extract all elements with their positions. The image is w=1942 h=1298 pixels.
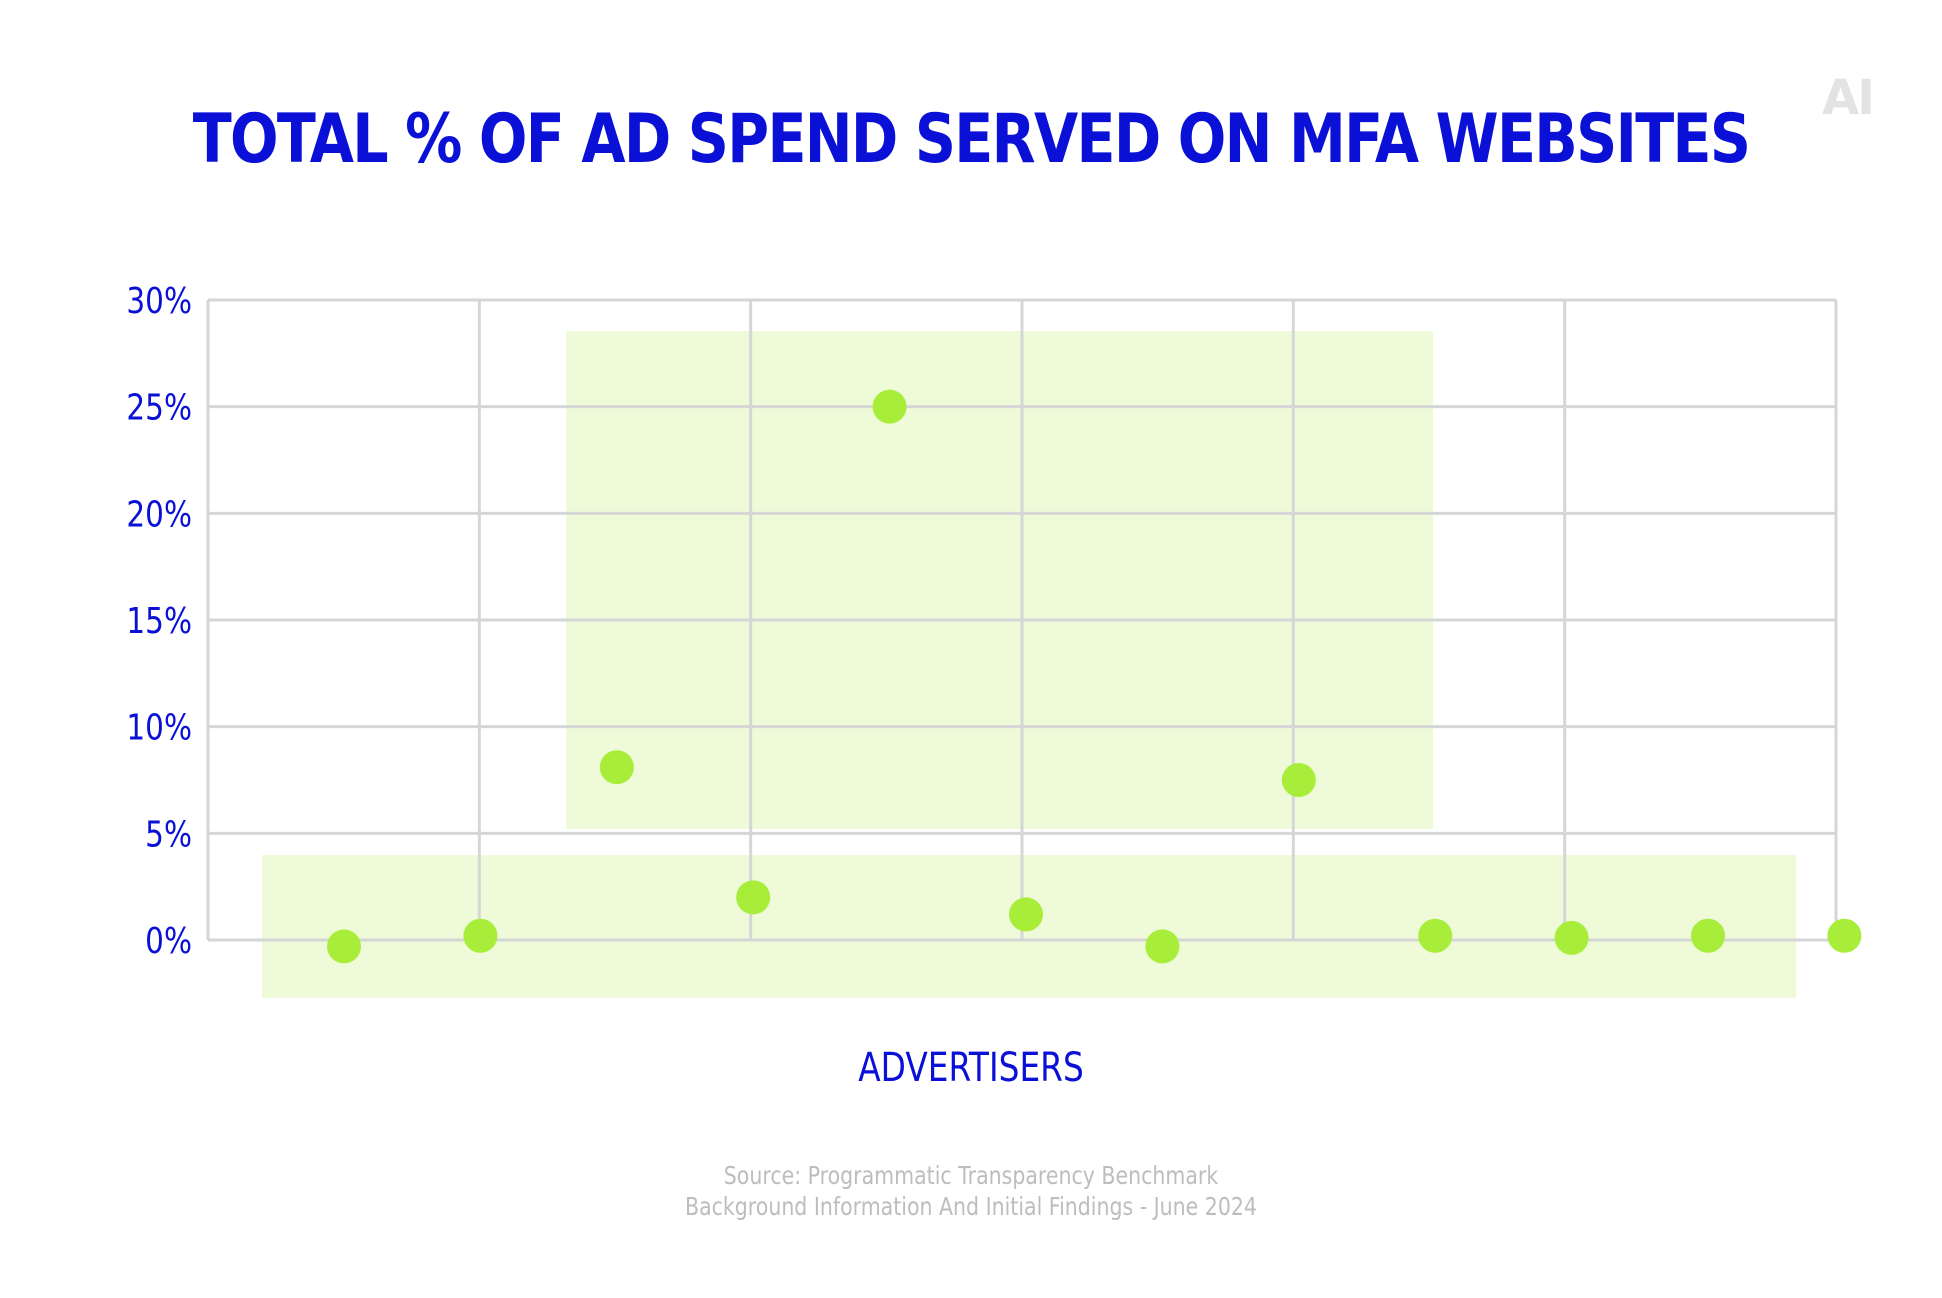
x-axis-label: ADVERTISERS bbox=[858, 1045, 1084, 1091]
brand-logo: AI bbox=[1822, 70, 1875, 126]
data-point bbox=[599, 750, 634, 785]
data-point bbox=[736, 880, 771, 915]
data-point bbox=[1145, 929, 1180, 964]
highlight-regions bbox=[262, 331, 1796, 998]
source-line-2: Background Information And Initial Findi… bbox=[685, 1192, 1257, 1221]
y-tick-label: 10% bbox=[126, 706, 192, 749]
data-point bbox=[1691, 918, 1725, 953]
data-point bbox=[327, 929, 361, 964]
y-tick-label: 20% bbox=[126, 492, 192, 535]
data-point bbox=[463, 918, 498, 953]
y-tick-label: 0% bbox=[145, 919, 192, 962]
highlight-high-spend bbox=[566, 331, 1433, 829]
data-point bbox=[1281, 763, 1316, 797]
data-point bbox=[872, 389, 907, 424]
y-tick-label: 5% bbox=[145, 812, 192, 855]
source-line-1: Source: Programmatic Transparency Benchm… bbox=[723, 1161, 1219, 1190]
grid-lines bbox=[206, 298, 1838, 942]
y-tick-label: 15% bbox=[126, 599, 192, 642]
y-tick-label: 25% bbox=[126, 386, 192, 429]
y-tick-label: 30% bbox=[126, 279, 192, 322]
data-point bbox=[1009, 897, 1043, 932]
data-point bbox=[1418, 918, 1453, 953]
data-point bbox=[1827, 918, 1862, 953]
source-note: Source: Programmatic Transparency Benchm… bbox=[175, 1160, 1767, 1222]
y-axis-ticks: 30% 25% 20% 15% 10% 5% 0% bbox=[126, 279, 192, 962]
data-points bbox=[327, 389, 1862, 964]
chart-title: TOTAL % OF AD SPEND SERVED ON MFA WEBSIT… bbox=[192, 100, 1751, 179]
data-point bbox=[1554, 920, 1589, 955]
